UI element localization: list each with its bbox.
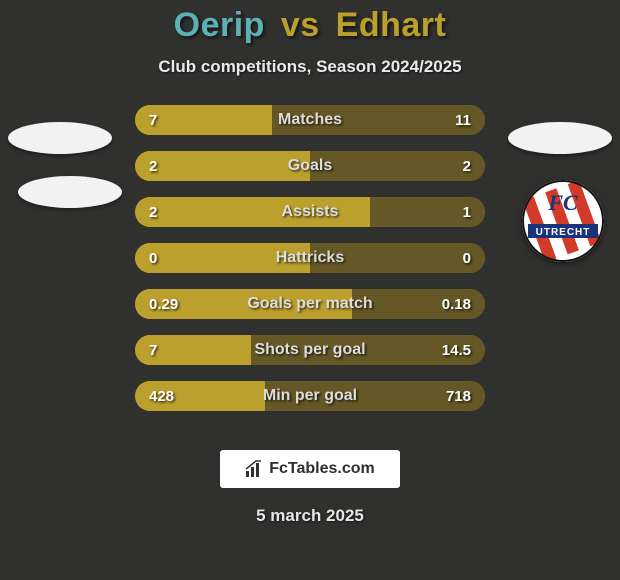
stats-list: Matches711 Goals22 Assists21 Hattricks00 Goa… [135, 105, 485, 411]
crest-letters: FC [547, 190, 578, 215]
bar-fill-right [265, 381, 486, 411]
crest-subletters: UTRECHT [536, 227, 591, 238]
fctables-watermark[interactable]: FcTables.com [220, 450, 400, 488]
comparison-card: Oerip vs Edhart Club competitions, Seaso… [0, 0, 620, 580]
player1-photo-placeholder-2 [18, 176, 122, 208]
stat-row: Goals per match0.290.18 [135, 289, 485, 319]
vs-text: vs [281, 6, 320, 44]
bar-fill-right [310, 151, 485, 181]
bar-fill-right [272, 105, 486, 135]
bar-fill-left [135, 151, 310, 181]
bar-fill-left [135, 197, 370, 227]
player2-photo-placeholder [508, 122, 612, 154]
bar-fill-right [251, 335, 486, 365]
bar-fill-right [370, 197, 486, 227]
bar-fill-left [135, 243, 310, 273]
club-crest-svg: FC UTRECHT [522, 180, 604, 262]
club-crest: FC UTRECHT [522, 180, 604, 262]
bar-fill-left [135, 289, 352, 319]
date: 5 march 2025 [0, 506, 620, 526]
bar-fill-right [310, 243, 485, 273]
player1-photo-placeholder-1 [8, 122, 112, 154]
bar-fill-left [135, 381, 265, 411]
stat-row: Min per goal428718 [135, 381, 485, 411]
stat-row: Matches711 [135, 105, 485, 135]
bar-fill-left [135, 335, 251, 365]
stat-row: Goals22 [135, 151, 485, 181]
player2-name: Edhart [336, 6, 447, 44]
bar-fill-right [352, 289, 485, 319]
stat-row: Hattricks00 [135, 243, 485, 273]
page-title: Oerip vs Edhart [0, 0, 620, 45]
subtitle: Club competitions, Season 2024/2025 [0, 57, 620, 77]
chart-icon [245, 460, 263, 478]
fctables-text: FcTables.com [269, 460, 375, 478]
stat-row: Assists21 [135, 197, 485, 227]
stat-row: Shots per goal714.5 [135, 335, 485, 365]
player1-name: Oerip [174, 6, 265, 44]
bar-fill-left [135, 105, 272, 135]
